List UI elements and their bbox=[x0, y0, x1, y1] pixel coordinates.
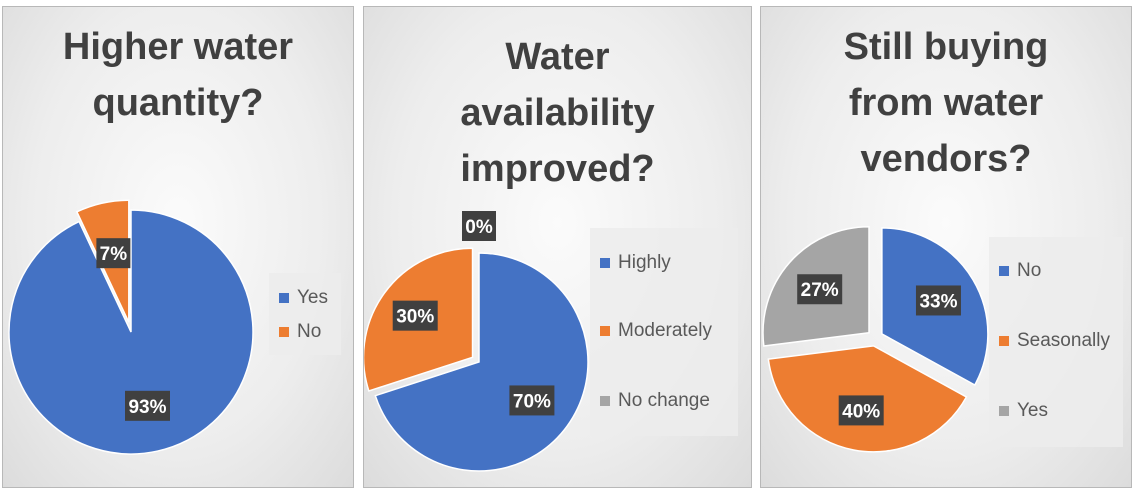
chart-panel-higher-water-quantity: Higher water quantity? 93% 7% Yes No bbox=[2, 6, 354, 488]
data-label-box bbox=[509, 385, 555, 416]
data-label-box bbox=[392, 300, 438, 331]
chart-title-line: vendors? bbox=[860, 138, 1032, 180]
chart-panel-still-buying-vendors: Still buying from water vendors? 33% 40% 2… bbox=[760, 6, 1132, 488]
chart-legend: Highly Moderately No change bbox=[590, 228, 738, 436]
data-label-text: 33% bbox=[919, 291, 957, 312]
chart-panel-water-availability: Water availability improved? 70% 30% 0% Hi… bbox=[363, 6, 752, 488]
pie-chart: 93% 7% bbox=[8, 199, 254, 455]
chart-title-line: improved? bbox=[460, 148, 655, 190]
data-label: 0% bbox=[462, 211, 496, 241]
legend-swatch bbox=[600, 396, 610, 406]
chart-title-line: quantity? bbox=[92, 82, 264, 124]
chart-legend: Yes No bbox=[269, 273, 341, 355]
legend-label: No bbox=[1017, 260, 1042, 281]
chart-title-line: from water bbox=[848, 82, 1044, 124]
data-label-text: 70% bbox=[513, 391, 551, 412]
data-label-box bbox=[125, 390, 171, 421]
legend-entry-yes: Yes bbox=[269, 285, 341, 311]
legend-entry-moderately: Moderately bbox=[590, 318, 738, 344]
data-label: 27% bbox=[797, 274, 843, 305]
chart-title: Still buying from water vendors? bbox=[761, 19, 1131, 187]
legend-entry-no: No bbox=[269, 319, 341, 345]
data-label: 7% bbox=[96, 238, 131, 269]
data-label: 93% bbox=[125, 390, 171, 421]
legend-swatch bbox=[279, 327, 289, 337]
data-label-text: 0% bbox=[465, 217, 493, 238]
data-label-box bbox=[915, 285, 961, 316]
legend-entry-yes: Yes bbox=[989, 398, 1123, 424]
data-label-box bbox=[462, 211, 496, 241]
data-label-text: 30% bbox=[396, 307, 434, 328]
data-label-box bbox=[96, 238, 131, 269]
legend-label: Seasonally bbox=[1017, 330, 1110, 351]
pie-slice-yes bbox=[8, 209, 254, 455]
data-label: 70% bbox=[509, 385, 555, 416]
chart-title-line: Water bbox=[505, 36, 610, 78]
legend-entry-seasonally: Seasonally bbox=[989, 328, 1123, 354]
legend-swatch bbox=[279, 293, 289, 303]
legend-label: No change bbox=[618, 390, 710, 411]
legend-swatch bbox=[999, 406, 1009, 416]
data-label-box bbox=[838, 395, 884, 426]
legend-swatch bbox=[999, 336, 1009, 346]
chart-title: Water availability improved? bbox=[364, 29, 751, 197]
chart-legend: No Seasonally Yes bbox=[989, 237, 1123, 447]
legend-swatch bbox=[600, 326, 610, 336]
data-label-text: 40% bbox=[842, 401, 880, 422]
data-label-text: 27% bbox=[801, 280, 839, 301]
chart-title: Higher water quantity? bbox=[3, 19, 353, 131]
legend-label: Yes bbox=[1017, 400, 1048, 421]
legend-entry-highly: Highly bbox=[590, 250, 738, 276]
pie-chart: 70% 30% 0% bbox=[364, 211, 589, 472]
pie-chart: 33% 40% 27% bbox=[762, 225, 989, 453]
data-label: 40% bbox=[838, 395, 884, 426]
chart-title-line: availability bbox=[460, 92, 655, 134]
chart-title-line: Higher water bbox=[62, 26, 294, 68]
legend-entry-no-change: No change bbox=[590, 388, 738, 414]
data-label: 30% bbox=[392, 300, 438, 331]
data-label-text: 7% bbox=[100, 244, 128, 265]
legend-label: Highly bbox=[618, 252, 671, 273]
data-label-text: 93% bbox=[128, 397, 166, 418]
legend-swatch bbox=[999, 266, 1009, 276]
legend-swatch bbox=[600, 258, 610, 268]
chart-title-line: Still buying bbox=[843, 26, 1049, 68]
pie-slice-highly bbox=[374, 252, 589, 472]
data-label: 33% bbox=[915, 285, 961, 316]
data-label-box bbox=[797, 274, 843, 305]
legend-entry-no: No bbox=[989, 258, 1123, 284]
legend-label: Moderately bbox=[618, 320, 712, 341]
legend-label: Yes bbox=[297, 287, 328, 308]
legend-label: No bbox=[297, 321, 322, 342]
